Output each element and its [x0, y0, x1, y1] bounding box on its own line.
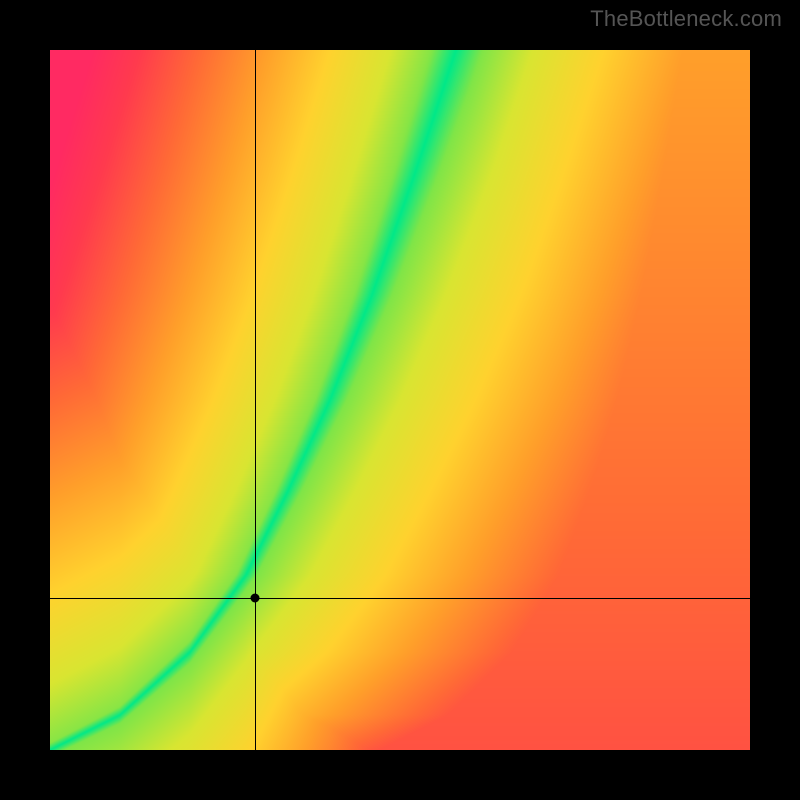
- heatmap-canvas: [50, 50, 750, 750]
- plot-area: [50, 50, 750, 750]
- crosshair-vertical: [255, 50, 256, 750]
- marker-dot: [251, 594, 260, 603]
- crosshair-horizontal: [50, 598, 750, 599]
- chart-container: TheBottleneck.com: [0, 0, 800, 800]
- watermark-text: TheBottleneck.com: [590, 6, 782, 32]
